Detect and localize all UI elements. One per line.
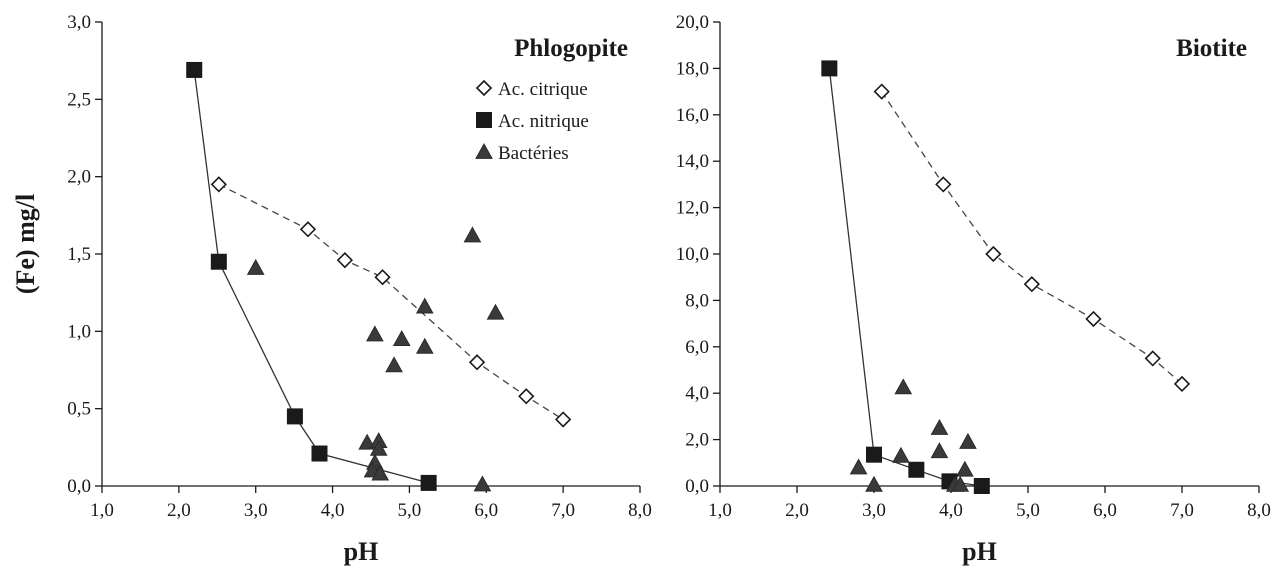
- data-point: [358, 433, 377, 450]
- data-point: [908, 461, 925, 478]
- x-tick-label: 6,0: [1093, 500, 1117, 521]
- y-tick-label: 10,0: [676, 244, 709, 265]
- x-tick-label: 4,0: [939, 500, 963, 521]
- data-point: [892, 446, 910, 463]
- y-tick-label: 3,0: [67, 12, 91, 33]
- x-tick-label: 7,0: [1170, 500, 1194, 521]
- x-tick-label: 2,0: [785, 500, 809, 521]
- x-tick-label: 2,0: [167, 500, 191, 521]
- x-tick-label: 1,0: [708, 500, 732, 521]
- data-point: [463, 226, 482, 243]
- series-line: [828, 68, 982, 487]
- y-tick-label: 0,0: [67, 476, 91, 497]
- y-tick-label: 18,0: [676, 58, 709, 79]
- data-point: [518, 388, 535, 405]
- data-point: [1085, 310, 1102, 328]
- data-point: [959, 432, 977, 449]
- y-tick-label: 14,0: [676, 151, 709, 172]
- y-tick-label: 2,0: [67, 167, 91, 188]
- x-tick-label: 3,0: [862, 500, 886, 521]
- y-tick-label: 1,5: [67, 244, 91, 265]
- data-point: [1023, 276, 1040, 293]
- data-point: [468, 354, 486, 371]
- data-point: [935, 176, 952, 193]
- panel-title: Phlogopite: [514, 35, 628, 62]
- data-point: [930, 418, 949, 435]
- y-tick-label: 8,0: [685, 290, 709, 311]
- y-tick-label: 1,0: [67, 321, 91, 342]
- y-tick-label: 12,0: [676, 198, 709, 219]
- data-point: [371, 464, 390, 481]
- y-tick-label: 4,0: [685, 383, 709, 404]
- y-tick-label: 2,0: [685, 430, 709, 451]
- data-point: [210, 253, 227, 270]
- data-point: [299, 221, 317, 238]
- y-axis-title: (Fe) mg/l: [11, 194, 40, 294]
- legend-marker: [476, 112, 492, 128]
- data-point: [865, 475, 883, 492]
- x-tick-label: 3,0: [244, 500, 268, 521]
- y-tick-label: 0,0: [685, 476, 709, 497]
- data-point: [873, 83, 890, 100]
- data-point: [311, 445, 328, 462]
- data-point: [1173, 375, 1191, 393]
- legend-entry: Ac. nitrique: [498, 111, 589, 132]
- panel-title: Biotite: [1176, 35, 1247, 62]
- legend-marker: [475, 79, 493, 97]
- x-tick-label: 8,0: [1247, 500, 1271, 521]
- data-point: [951, 475, 970, 492]
- data-point: [286, 408, 303, 425]
- data-point: [392, 330, 411, 346]
- x-tick-label: 6,0: [474, 500, 498, 521]
- legend-entry: Ac. citrique: [498, 79, 588, 100]
- series-line: [218, 183, 564, 421]
- y-tick-label: 0,5: [67, 399, 91, 420]
- data-point: [866, 446, 882, 463]
- chart-panel-2: 1,0 2,0 3,0 4,0 5,0 6,0 7,0 8,0 0,0 2,0 4,0 6,0 8,0 1…: [676, 12, 1271, 566]
- data-point: [985, 245, 1002, 263]
- data-point: [473, 475, 492, 492]
- series-line: [881, 91, 1183, 385]
- data-point: [555, 411, 572, 428]
- data-point: [246, 258, 265, 275]
- data-point: [365, 325, 384, 342]
- x-tick-label: 7,0: [551, 500, 575, 521]
- data-point: [186, 61, 203, 78]
- data-point: [1144, 350, 1161, 367]
- y-tick-label: 6,0: [685, 337, 709, 358]
- legend-marker: [475, 142, 493, 159]
- data-point: [415, 337, 434, 354]
- x-tick-label: 4,0: [321, 500, 345, 521]
- x-tick-label: 8,0: [628, 500, 652, 521]
- x-tick-label: 5,0: [1016, 500, 1040, 521]
- data-point: [210, 176, 227, 193]
- data-point: [894, 378, 913, 395]
- data-point: [385, 356, 403, 373]
- data-point: [956, 460, 974, 477]
- data-point: [374, 269, 391, 286]
- x-tick-label: 5,0: [398, 500, 422, 521]
- data-point: [336, 252, 353, 269]
- data-point: [821, 60, 838, 77]
- data-point: [369, 439, 388, 456]
- data-point: [930, 442, 949, 459]
- data-point: [973, 478, 990, 494]
- x-tick-label: 1,0: [90, 500, 114, 521]
- chart-panel-1: 1,0 2,0 3,0 4,0 5,0 6,0 7,0 8,0 0,0 0,5 1,0 1,5 2,0 2…: [11, 12, 652, 566]
- series-line: [193, 69, 429, 484]
- data-point: [849, 458, 868, 475]
- legend-entry: Bactéries: [498, 143, 569, 164]
- y-tick-label: 2,5: [67, 89, 91, 110]
- x-axis-title: pH: [344, 537, 379, 566]
- y-tick-label: 16,0: [676, 105, 709, 126]
- data-point: [415, 297, 434, 314]
- x-axis-title: pH: [962, 537, 997, 566]
- y-tick-label: 20,0: [676, 12, 709, 33]
- data-point: [486, 303, 505, 320]
- data-point: [420, 474, 437, 491]
